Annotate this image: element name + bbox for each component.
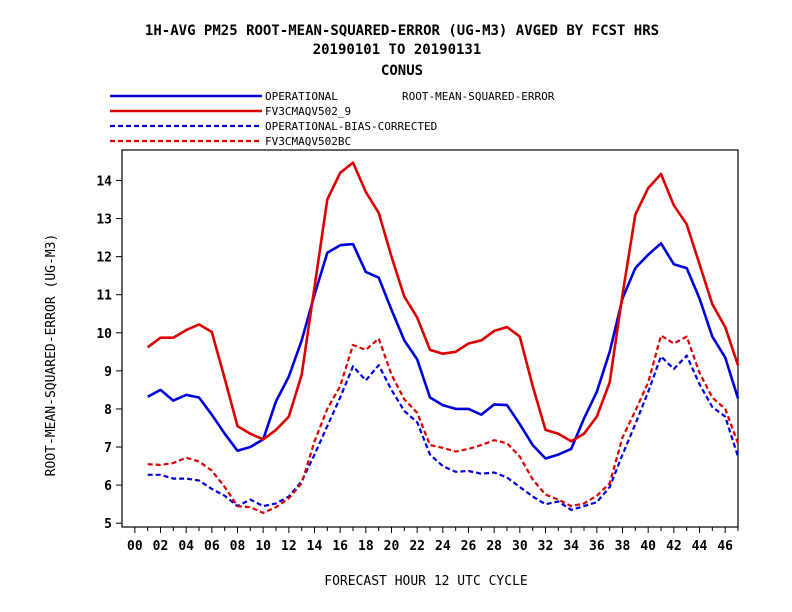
- y-tick-label: 14: [96, 174, 112, 189]
- y-tick-label: 8: [104, 403, 112, 418]
- x-tick-label: 46: [717, 539, 733, 554]
- x-tick-label: 00: [127, 539, 143, 554]
- y-tick-label: 5: [104, 517, 112, 532]
- x-axis-label: FORECAST HOUR 12 UTC CYCLE: [324, 574, 528, 589]
- x-tick-label: 10: [255, 539, 271, 554]
- x-tick-label: 08: [230, 539, 246, 554]
- y-tick-label: 10: [96, 327, 112, 342]
- y-tick-label: 6: [104, 479, 112, 494]
- x-tick-label: 36: [589, 539, 605, 554]
- legend-label-2: FV3CMAQV502_9: [265, 105, 351, 118]
- x-tick-label: 06: [204, 539, 220, 554]
- y-tick-label: 12: [96, 251, 112, 266]
- series-line-3: [147, 354, 740, 511]
- legend: OPERATIONAL FV3CMAQV502_9 OPERATIONAL-BIAS…: [110, 90, 437, 148]
- legend-label-4: FV3CMAQV502BC: [265, 135, 351, 148]
- x-tick-label: 12: [281, 539, 297, 554]
- x-tick-label: 34: [563, 539, 579, 554]
- x-tick-label: 38: [615, 539, 631, 554]
- chart-title-line-3: CONUS: [381, 63, 423, 79]
- x-tick-label: 30: [512, 539, 528, 554]
- legend-title: ROOT-MEAN-SQUARED-ERROR: [402, 90, 555, 103]
- x-tick-label: 22: [409, 539, 425, 554]
- chart-title-line-2: 20190101 TO 20190131: [313, 42, 482, 58]
- y-tick-label: 7: [104, 441, 112, 456]
- series-line-4: [147, 334, 740, 515]
- y-axis-label: ROOT-MEAN-SQUARED-ERROR (UG-M3): [44, 234, 59, 477]
- x-tick-label: 28: [486, 539, 502, 554]
- x-tick-label: 14: [307, 539, 323, 554]
- series-line-2: [146, 161, 740, 443]
- x-tick-label: 32: [538, 539, 554, 554]
- x-tick-label: 44: [692, 539, 708, 554]
- x-tick-label: 20: [384, 539, 400, 554]
- series-lines: [146, 161, 740, 515]
- y-axis-ticks: 5 6 7 8 9 10 11 12 13 14: [96, 174, 122, 532]
- x-tick-label: 26: [461, 539, 477, 554]
- y-tick-label: 13: [96, 213, 112, 228]
- y-tick-label: 9: [104, 365, 112, 380]
- legend-label-3: OPERATIONAL-BIAS-CORRECTED: [265, 120, 437, 133]
- x-tick-label: 02: [153, 539, 169, 554]
- x-tick-label: 42: [666, 539, 682, 554]
- legend-label-1: OPERATIONAL: [265, 90, 338, 103]
- x-tick-label: 18: [358, 539, 374, 554]
- x-axis-ticks: 00 02 04 06 08 10 12 14 16 18 20 22 24 26 28 30 32 34 36 38…: [127, 527, 739, 554]
- x-tick-label: 16: [332, 539, 348, 554]
- x-tick-label: 24: [435, 539, 451, 554]
- chart-title-line-1: 1H-AVG PM25 ROOT-MEAN-SQUARED-ERROR (UG-…: [145, 23, 659, 39]
- y-tick-label: 11: [96, 289, 112, 304]
- x-tick-label: 04: [178, 539, 194, 554]
- series-line-1: [147, 242, 740, 460]
- x-tick-label: 40: [640, 539, 656, 554]
